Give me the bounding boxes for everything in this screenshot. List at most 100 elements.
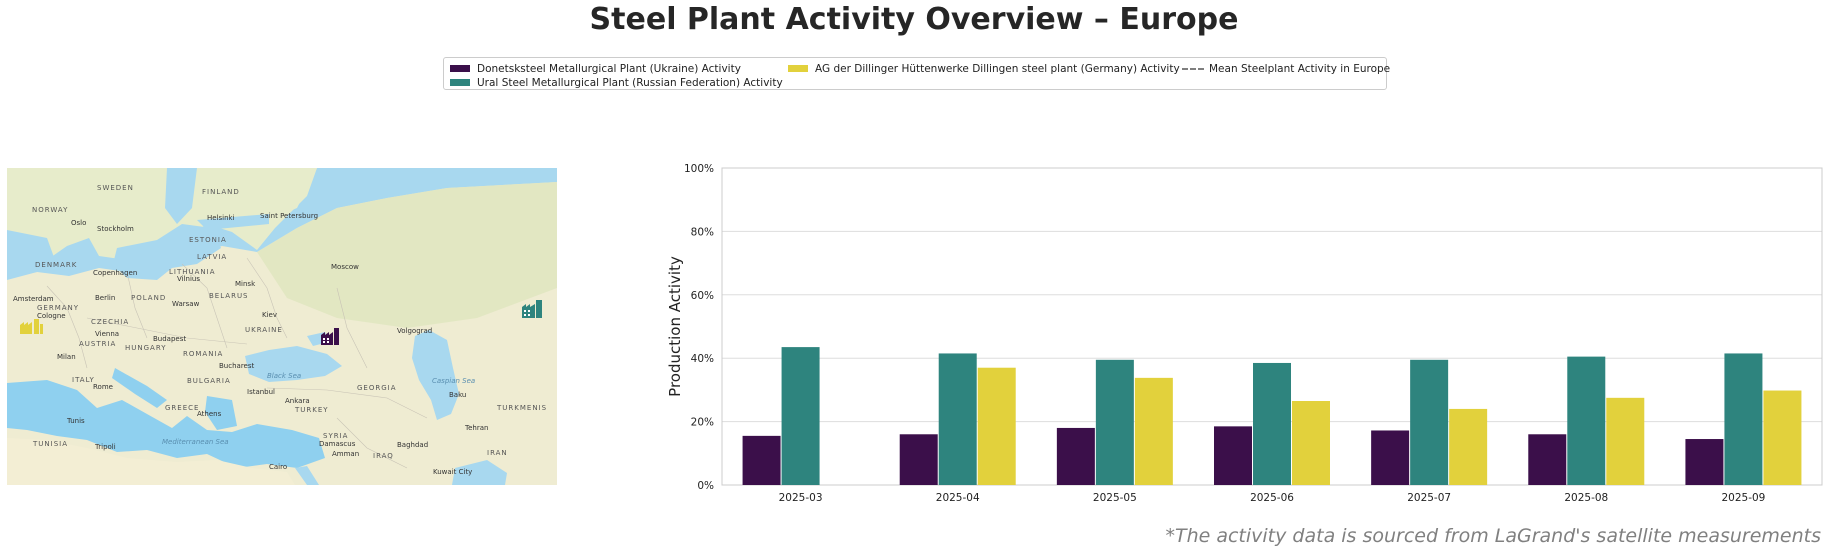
- map-label-moscow: Moscow: [331, 263, 359, 271]
- map-label-baghdad: Baghdad: [397, 441, 428, 449]
- x-tick-label: 2025-06: [1250, 492, 1294, 504]
- map-label-tehran: Tehran: [464, 424, 488, 432]
- map-label-saint-petersburg: Saint Petersburg: [260, 212, 318, 220]
- map-land-forest: [257, 182, 557, 328]
- map-label-kuwait-city: Kuwait City: [433, 468, 472, 476]
- y-tick-label: 60%: [691, 290, 714, 302]
- bar: [1371, 430, 1410, 485]
- y-tick-label: 40%: [691, 353, 714, 365]
- y-tick-label: 0%: [697, 480, 714, 492]
- map-label-norway: NORWAY: [32, 206, 68, 214]
- map-label-latvia: LATVIA: [197, 253, 227, 261]
- map-label-greece: GREECE: [165, 404, 199, 412]
- bar: [1528, 434, 1567, 485]
- map-water-adriatic: [112, 368, 167, 408]
- legend-swatch-donetsk: [450, 65, 470, 72]
- map-label-iran: IRAN: [487, 449, 508, 457]
- bar: [1685, 439, 1724, 485]
- map-label-ankara: Ankara: [285, 397, 310, 405]
- map-label-vilnius: Vilnius: [177, 275, 200, 283]
- map-label-black-sea: Black Sea: [267, 372, 301, 380]
- map-label-milan: Milan: [57, 353, 76, 361]
- map-label-ukraine: UKRAINE: [245, 326, 283, 334]
- page-title: Steel Plant Activity Overview – Europe: [589, 2, 1239, 37]
- legend-dash-mean: [1182, 68, 1204, 70]
- map-water-bothnia: [165, 168, 197, 224]
- map-label-vienna: Vienna: [95, 330, 119, 338]
- map-label-tunisia: TUNISIA: [32, 440, 68, 448]
- dillingen-plant-marker[interactable]: [20, 319, 43, 334]
- map-land-finland: [187, 168, 317, 226]
- map-label-czechia: CZECHIA: [91, 318, 129, 326]
- chart-bars: [742, 347, 1802, 485]
- ural-plant-marker[interactable]: [522, 300, 542, 318]
- x-tick-label: 2025-09: [1721, 492, 1765, 504]
- map-label-tunis: Tunis: [66, 417, 85, 425]
- map-label-turkey: TURKEY: [294, 406, 329, 414]
- footnote: *The activity data is sourced from LaGra…: [1165, 525, 1821, 547]
- bar: [938, 353, 977, 485]
- x-tick-label: 2025-03: [779, 492, 823, 504]
- map-label-sweden: SWEDEN: [97, 184, 134, 192]
- map-label-budapest: Budapest: [153, 335, 186, 343]
- bar: [781, 347, 820, 485]
- bar: [1763, 390, 1802, 485]
- map-label-hungary: HUNGARY: [125, 344, 167, 352]
- bar: [1410, 359, 1449, 485]
- bar: [742, 435, 781, 485]
- map-label-athens: Athens: [197, 410, 222, 418]
- map-label-warsaw: Warsaw: [172, 300, 200, 308]
- bar: [1214, 426, 1252, 485]
- map-label-tripoli: Tripoli: [94, 443, 116, 451]
- bar: [1724, 353, 1763, 485]
- map-borders: [46, 257, 428, 469]
- map-label-cairo: Cairo: [269, 463, 287, 471]
- map-label-caspian-sea: Caspian Sea: [432, 377, 475, 385]
- map-water-baltic: [113, 224, 221, 280]
- map-water-black-sea: [245, 346, 342, 382]
- map-label-cologne: Cologne: [37, 312, 66, 320]
- x-tick-label: 2025-08: [1564, 492, 1608, 504]
- map-label-italy: ITALY: [72, 376, 95, 384]
- donetsk-plant-marker[interactable]: [321, 328, 339, 345]
- map-label-finland: FINLAND: [202, 188, 240, 196]
- map-label-poland: POLAND: [131, 294, 166, 302]
- y-axis-ticks: 0% 20% 40% 60% 80% 100%: [684, 163, 714, 492]
- x-tick-label: 2025-05: [1093, 492, 1137, 504]
- legend-label-donetsk: Donetsksteel Metallurgical Plant (Ukrain…: [477, 63, 741, 75]
- map-label-stockholm: Stockholm: [97, 225, 134, 233]
- legend-label-ural: Ural Steel Metallurgical Plant (Russian …: [477, 77, 783, 89]
- map-label-istanbul: Istanbul: [247, 388, 275, 396]
- map-label-denmark: DENMARK: [35, 261, 77, 269]
- map-label-romania: ROMANIA: [183, 350, 223, 358]
- map-water-caspian: [412, 330, 459, 420]
- map-label-georgia: GEORGIA: [357, 384, 397, 392]
- legend-label-dillingen: AG der Dillinger Hüttenwerke Dillingen s…: [815, 63, 1180, 75]
- map-labels: SWEDEN FINLAND NORWAY Oslo Stockholm Hel…: [13, 184, 546, 476]
- map-water-persian-gulf: [452, 460, 507, 485]
- map-label-damascus: Damascus: [319, 440, 356, 448]
- bar: [1449, 408, 1488, 485]
- map-land-desert: [7, 438, 295, 485]
- bar: [899, 434, 938, 485]
- map-label-mediterranean: Mediterranean Sea: [162, 438, 229, 446]
- map-label-germany: GERMANY: [37, 304, 79, 312]
- map-label-oslo: Oslo: [71, 219, 86, 227]
- map-label-minsk: Minsk: [235, 280, 256, 288]
- map-label-amman: Amman: [332, 450, 359, 458]
- map-water-north-sea: [7, 230, 55, 278]
- map-label-belarus: BELARUS: [209, 292, 249, 300]
- europe-map: SWEDEN FINLAND NORWAY Oslo Stockholm Hel…: [7, 168, 557, 485]
- legend-label-mean: Mean Steelplant Activity in Europe: [1209, 63, 1391, 75]
- bar: [1567, 356, 1606, 485]
- bar: [1292, 400, 1330, 485]
- map-water-aegean: [205, 396, 237, 430]
- bar: [1095, 359, 1134, 485]
- bar: [1056, 427, 1095, 485]
- map-svg: SWEDEN FINLAND NORWAY Oslo Stockholm Hel…: [7, 168, 557, 485]
- y-tick-label: 80%: [691, 226, 714, 238]
- map-label-bulgaria: BULGARIA: [187, 377, 231, 385]
- y-tick-label: 100%: [684, 163, 714, 175]
- x-tick-label: 2025-04: [936, 492, 980, 504]
- x-axis-ticks: 2025-03 2025-04 2025-05 2025-06 2025-07 2025-…: [779, 492, 1766, 504]
